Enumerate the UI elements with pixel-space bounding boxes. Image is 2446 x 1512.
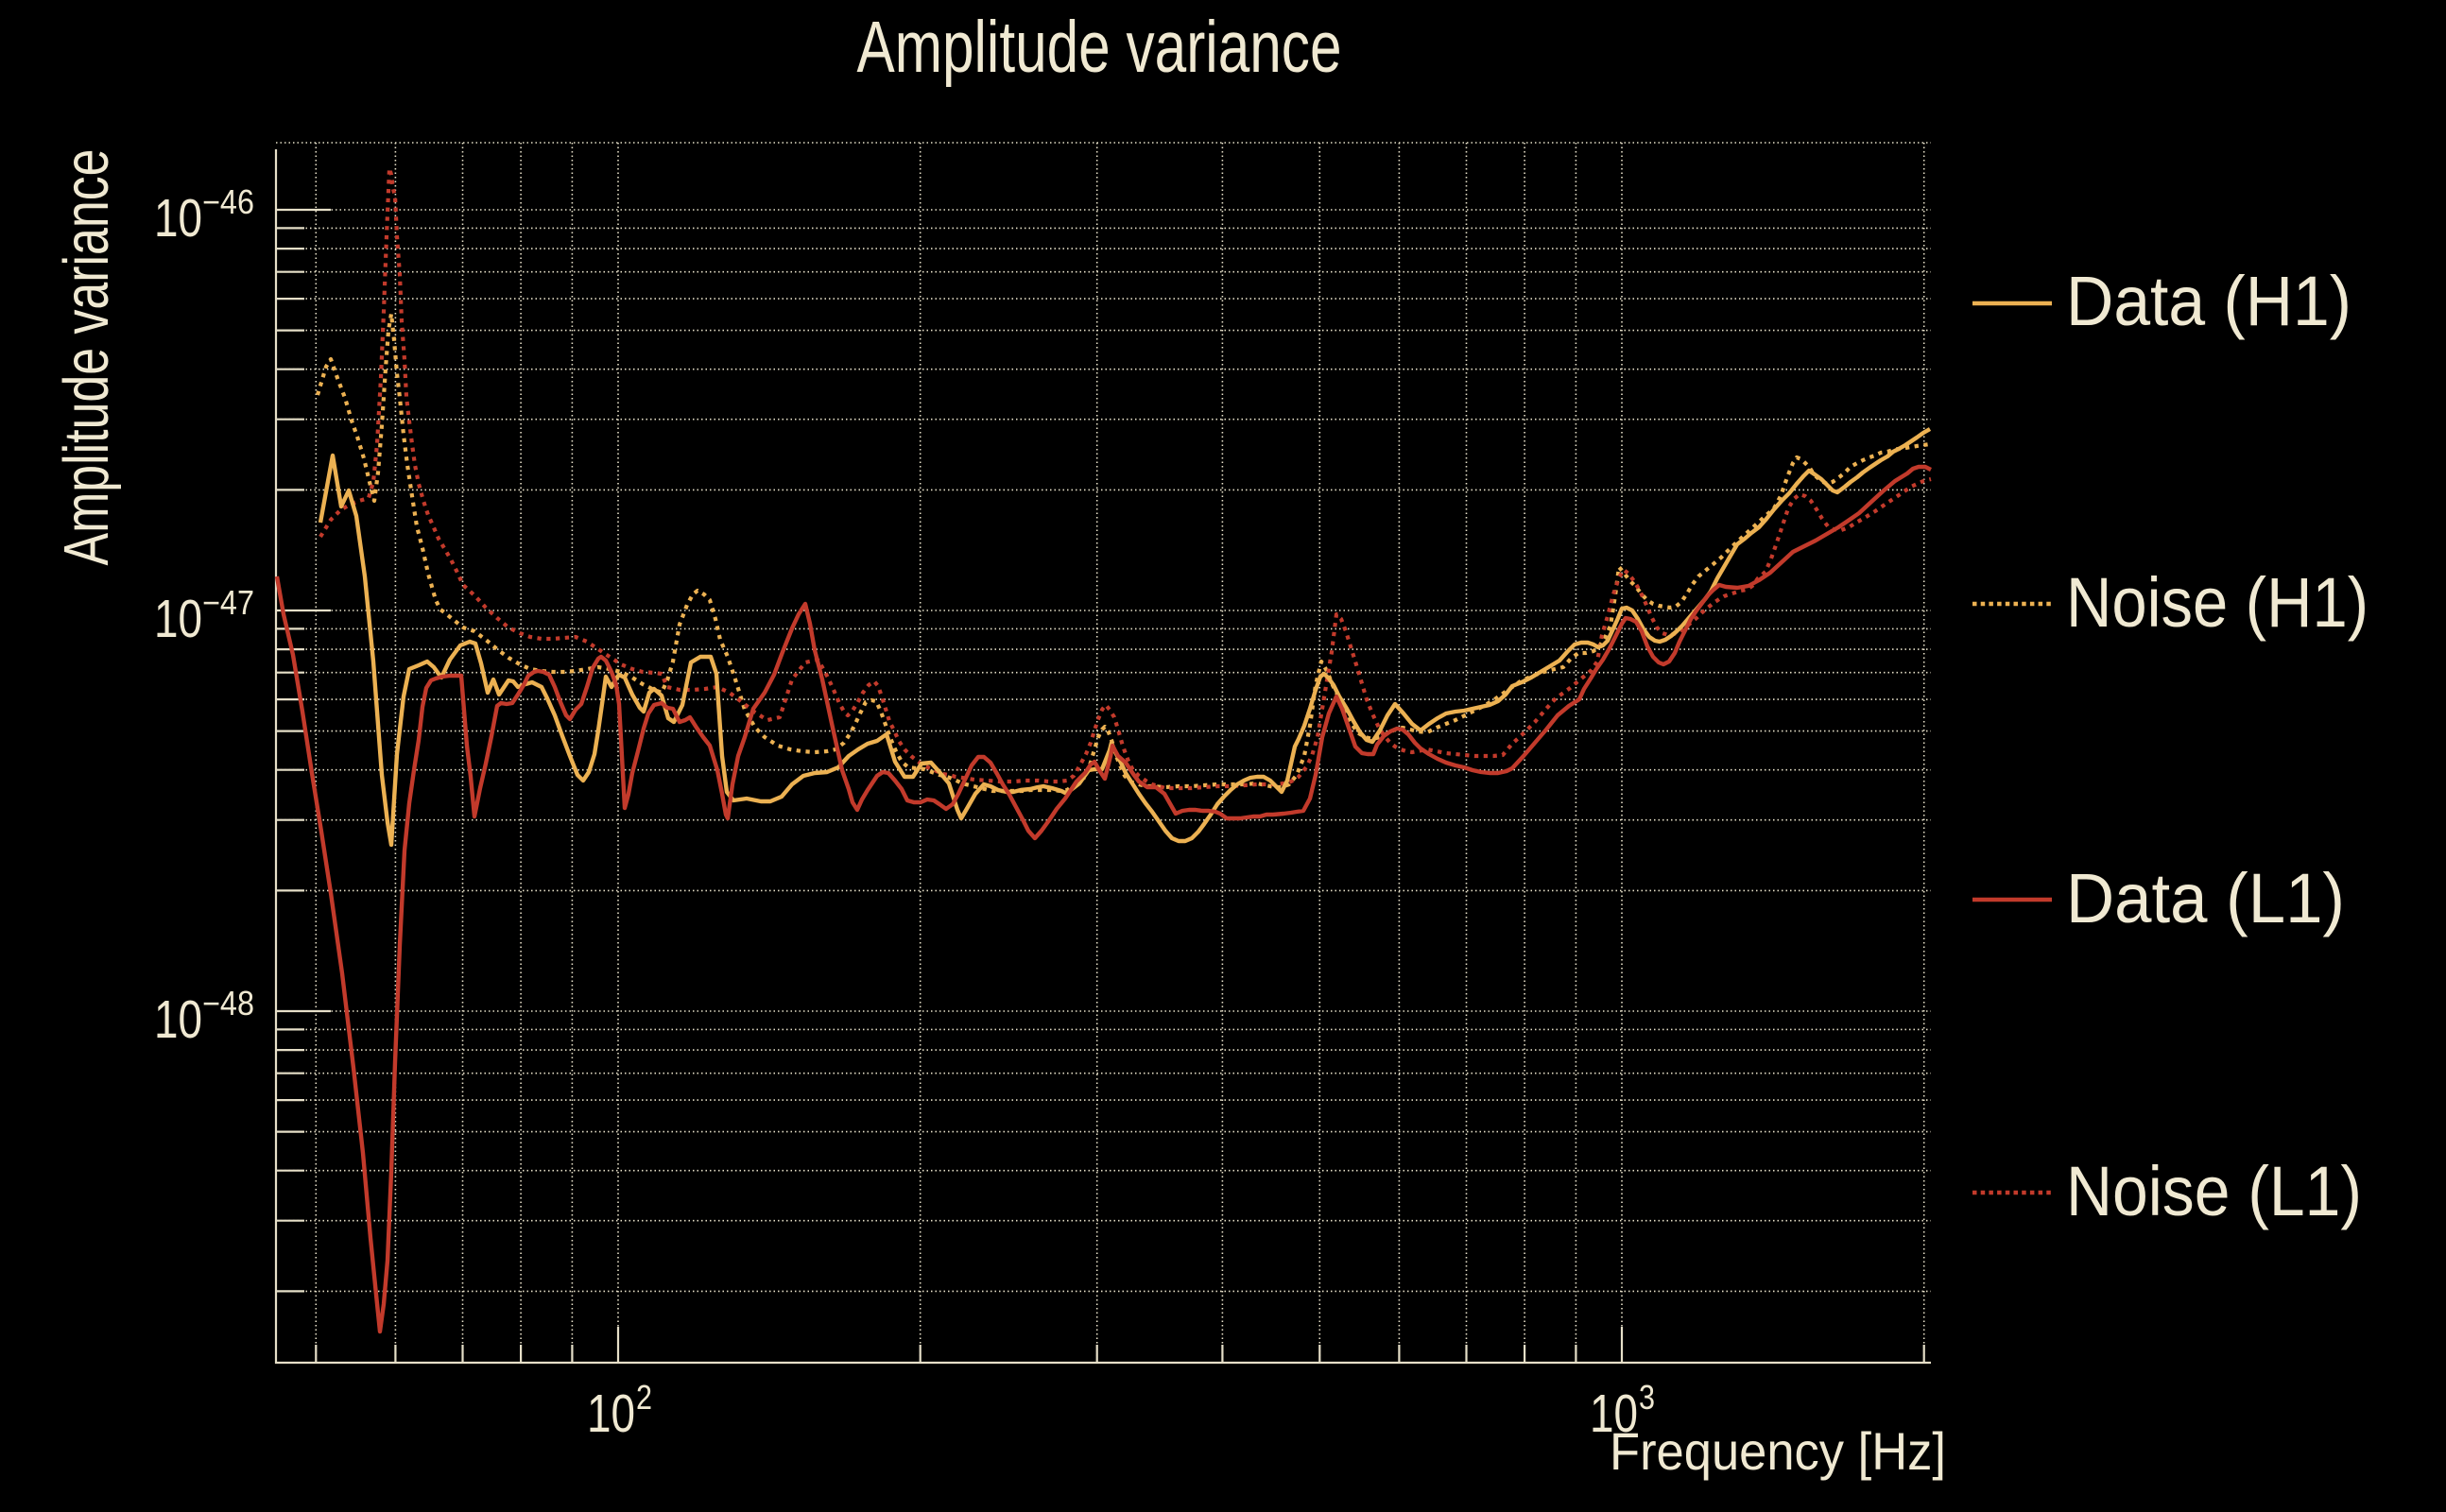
svg-text:Amplitude variance: Amplitude variance: [857, 7, 1342, 88]
svg-text:10: 10: [587, 1383, 635, 1444]
svg-text:10: 10: [154, 589, 202, 649]
svg-text:−48: −48: [202, 984, 254, 1022]
svg-text:10: 10: [154, 188, 202, 249]
svg-text:Data (H1): Data (H1): [2066, 262, 2351, 340]
svg-text:−46: −46: [202, 182, 254, 221]
svg-text:3: 3: [1639, 1378, 1655, 1417]
svg-text:Noise (H1): Noise (H1): [2066, 563, 2368, 642]
svg-text:10: 10: [154, 989, 202, 1050]
svg-text:−47: −47: [202, 583, 254, 622]
svg-text:10: 10: [1590, 1383, 1638, 1444]
svg-text:Amplitude variance: Amplitude variance: [51, 149, 122, 566]
svg-text:Noise (L1): Noise (L1): [2066, 1152, 2362, 1230]
svg-text:Frequency [Hz]: Frequency [Hz]: [1610, 1421, 1946, 1481]
svg-text:2: 2: [636, 1378, 652, 1417]
svg-text:Data (L1): Data (L1): [2066, 859, 2345, 937]
